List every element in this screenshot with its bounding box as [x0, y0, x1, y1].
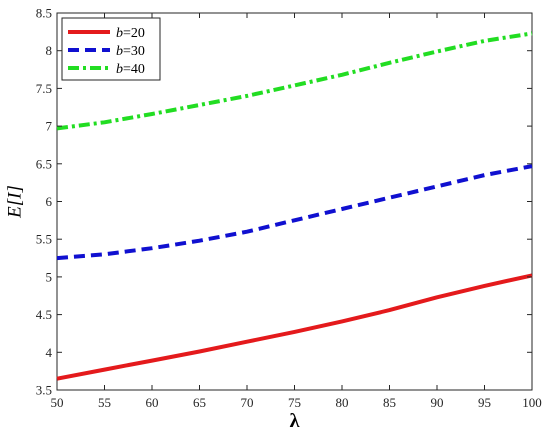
series-layer [56, 31, 533, 381]
y-tick-label: 8.5 [36, 6, 52, 21]
legend-label-value: =20 [123, 26, 145, 41]
y-tick-label: 5.5 [36, 232, 52, 247]
legend-label-var: b [116, 26, 123, 41]
legend-label-var: b [116, 62, 123, 77]
x-tick-label: 85 [383, 395, 396, 410]
x-tick-label: 55 [98, 395, 111, 410]
legend-label-value: =40 [123, 62, 145, 77]
series-line-0 [56, 273, 533, 381]
series-line-2 [56, 31, 533, 131]
x-tick-label: 100 [522, 395, 542, 410]
x-tick-label: 90 [431, 395, 444, 410]
y-tick-label: 8 [46, 43, 53, 58]
legend-label-2: b=40 [116, 62, 145, 77]
legend-label-1: b=30 [116, 44, 145, 59]
y-tick-label: 4.5 [36, 307, 52, 322]
x-tick-label: 70 [241, 395, 254, 410]
x-tick-label: 80 [336, 395, 349, 410]
y-axis-label: E[I] [4, 185, 25, 219]
y-tick-label: 7 [46, 119, 53, 134]
x-tick-label: 95 [478, 395, 491, 410]
ticks-layer: 50 55 60 65 70 75 80 85 90 95 100 3.5 4 4.5 5 5.5 6 6.5 7 7… [36, 6, 542, 411]
legend-label-0: b=20 [116, 26, 145, 41]
x-tick-label: 65 [193, 395, 206, 410]
x-tick-label: 75 [288, 395, 301, 410]
y-tick-label: 6 [46, 194, 53, 209]
y-tick-label: 4 [46, 345, 53, 360]
legend-label-value: =30 [123, 44, 145, 59]
series-line-1 [56, 164, 533, 261]
y-tick-label: 5 [46, 269, 53, 284]
y-tick-label: 7.5 [36, 81, 52, 96]
legend: b=20b=30b=40 [61, 17, 161, 81]
x-axis-label: λ [290, 410, 300, 432]
y-tick-label: 6.5 [36, 156, 52, 171]
legend-label-var: b [116, 44, 123, 59]
y-tick-label: 3.5 [36, 383, 52, 398]
x-tick-label: 50 [51, 395, 64, 410]
x-tick-label: 60 [146, 395, 159, 410]
